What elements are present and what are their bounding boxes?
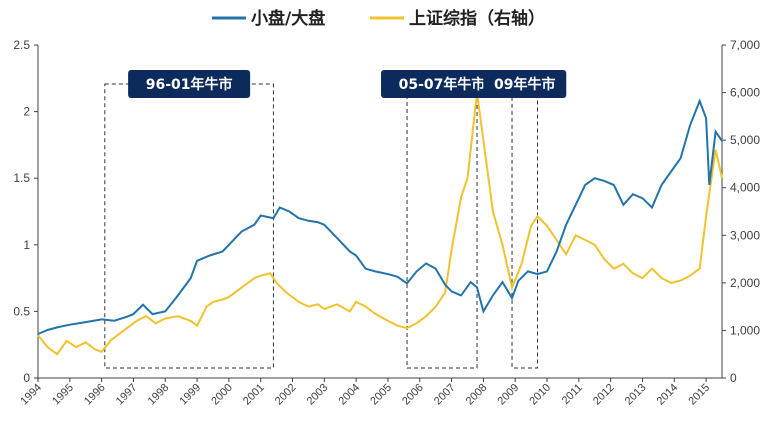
axes: [37, 45, 723, 379]
x-tick-label: 2004: [336, 382, 362, 408]
bull-market-label: 09年牛市: [494, 76, 555, 93]
left-tick-label: 2: [23, 105, 30, 119]
left-tick-label: 1: [23, 238, 30, 252]
x-tick-label: 2009: [496, 382, 522, 408]
right-tick-label: 4,000: [730, 181, 760, 195]
right-tick-label: 5,000: [730, 133, 760, 147]
right-tick-label: 2,000: [730, 276, 760, 290]
right-tick-label: 0: [730, 371, 737, 385]
x-tick-label: 1997: [114, 382, 140, 408]
annotation-labels: 96-01年牛市 05-07年牛市 09年牛市: [128, 70, 567, 98]
left-tick-label: 0.5: [13, 304, 30, 318]
x-tick-label: 2012: [591, 382, 617, 408]
x-tick-label: 1998: [146, 382, 172, 408]
bull-market-box: [511, 83, 538, 369]
bull-market-label-bg: [483, 70, 567, 98]
x-tick-label: 2011: [560, 382, 585, 407]
x-tick-label: 2013: [623, 382, 649, 408]
right-tick-label: 1,000: [730, 323, 760, 337]
bull-market-label: 05-07年牛市: [399, 76, 486, 93]
series-lines: [37, 92, 723, 356]
x-tick-label: 2003: [305, 382, 331, 408]
x-tick-label: 1996: [82, 382, 108, 408]
x-tick-label: 2001: [241, 382, 267, 408]
left-tick-label: 2.5: [13, 38, 30, 52]
x-axis-ticks: 1994 1995 1996 1997 1998 1999 2000 2001 2002 2003…: [18, 378, 712, 407]
bull-market-label: 96-01年牛市: [146, 76, 233, 93]
x-tick-label: 2008: [464, 382, 490, 408]
series-line-shanghai: [37, 92, 723, 356]
x-tick-label: 2014: [655, 382, 681, 408]
series-line-small-large: [37, 98, 723, 335]
x-tick-label: 2010: [527, 382, 553, 408]
x-tick-label: 2006: [400, 382, 426, 408]
legend: 小盘/大盘 上证综指（右轴）: [212, 8, 545, 29]
x-tick-label: 1994: [18, 382, 44, 408]
x-tick-label: 1999: [177, 382, 203, 408]
legend-label-shanghai: 上证综指（右轴）: [409, 8, 545, 29]
right-tick-label: 7,000: [730, 38, 760, 52]
x-tick-label: 2005: [368, 382, 394, 408]
right-tick-label: 3,000: [730, 228, 760, 242]
x-tick-label: 1995: [50, 382, 76, 408]
bull-market-label-bg: [128, 70, 251, 98]
x-tick-label: 2007: [432, 382, 458, 408]
left-tick-label: 0: [23, 371, 30, 385]
right-axis-ticks: 0 1,000 2,000 3,000 4,000 5,000 6,000 7,000: [722, 38, 760, 385]
x-tick-label: 2015: [686, 382, 712, 408]
x-tick-label: 2002: [273, 382, 299, 408]
bull-market-box: [406, 83, 478, 369]
bull-market-label-bg: [381, 70, 504, 98]
x-tick-label: 2000: [209, 382, 235, 408]
left-axis-ticks: 0 0.5 1 1.5 2 2.5: [13, 38, 38, 385]
left-tick-label: 1.5: [13, 171, 30, 185]
legend-label-small-large: 小盘/大盘: [251, 8, 325, 29]
right-tick-label: 6,000: [730, 86, 760, 100]
